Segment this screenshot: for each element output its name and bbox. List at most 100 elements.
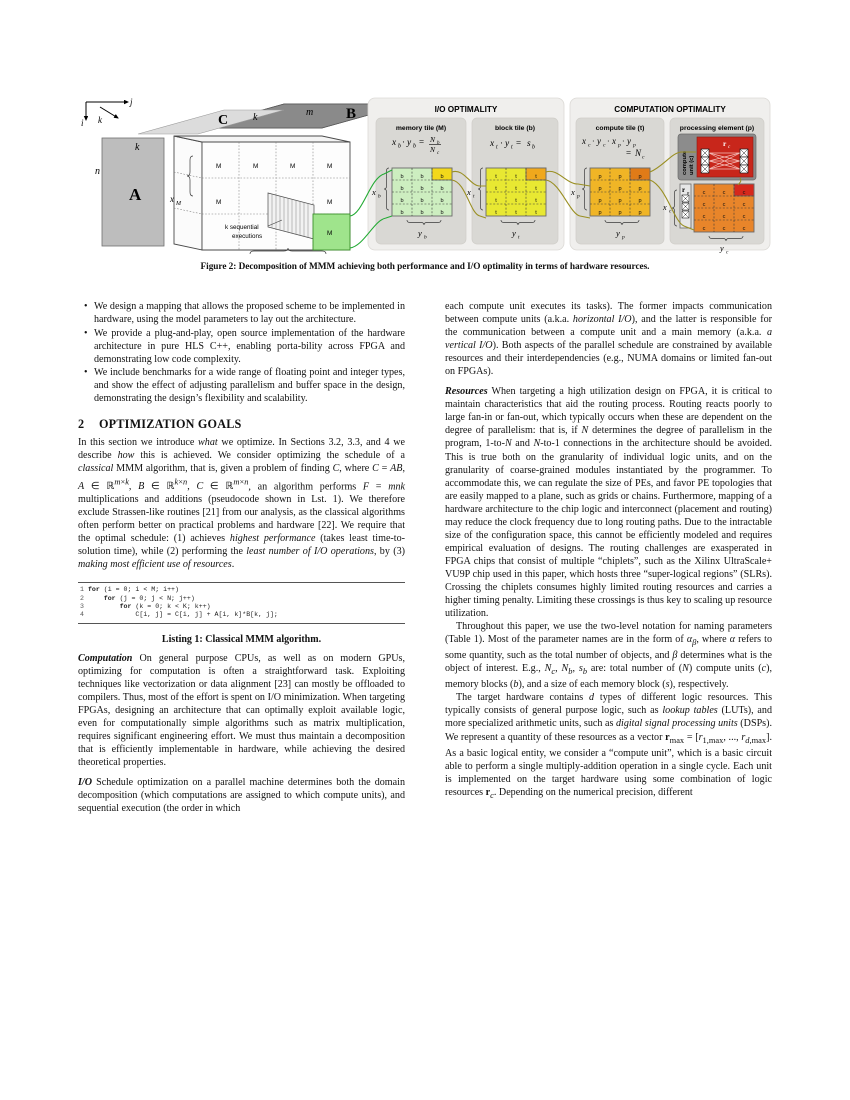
axis-label-k: k bbox=[98, 115, 103, 125]
paragraph-lead-computation: Computation bbox=[78, 652, 133, 664]
cube-tile-M: M bbox=[327, 199, 332, 206]
svg-text:b: b bbox=[440, 174, 443, 180]
svg-text:c: c bbox=[703, 214, 706, 220]
svg-text:b: b bbox=[400, 210, 403, 216]
svg-text:t: t bbox=[495, 198, 497, 204]
math-inline-2: F = mnk bbox=[362, 480, 406, 492]
cube-tile-M: M bbox=[327, 230, 332, 237]
matrix-dim-n: n bbox=[95, 166, 100, 177]
svg-text:c: c bbox=[703, 190, 706, 196]
paragraph-lead-resources: Resources bbox=[445, 386, 488, 398]
svg-text:p: p bbox=[686, 190, 690, 195]
formula-block-tile: x t · y t = s b bbox=[489, 138, 535, 151]
svg-text:c: c bbox=[588, 143, 591, 149]
svg-text:c: c bbox=[726, 250, 729, 255]
math-params: Nc, Nb, sb bbox=[544, 663, 588, 677]
math-alpha-beta: αβ bbox=[686, 634, 697, 648]
sequential-note-line2: executions bbox=[232, 233, 262, 240]
svg-text:b: b bbox=[437, 141, 440, 146]
svg-text:·: · bbox=[592, 137, 595, 146]
section-heading-optimization-goals: 2 OPTIMIZATION GOALS bbox=[78, 417, 405, 432]
svg-text:b: b bbox=[440, 186, 443, 192]
svg-text:t: t bbox=[515, 186, 517, 192]
svg-text:x: x bbox=[611, 136, 616, 146]
cube-tile-M: M bbox=[327, 163, 332, 170]
svg-text:t: t bbox=[515, 174, 517, 180]
matrix-label-A: A bbox=[129, 185, 142, 204]
matrix-label-C: C bbox=[218, 113, 228, 128]
cube-tile-M: M bbox=[216, 199, 221, 206]
panel-computation-optimality: COMPUTATION OPTIMALITY compute tile (t) … bbox=[569, 97, 771, 255]
contribution-bullets: We design a mapping that allows the prop… bbox=[78, 300, 405, 405]
svg-text:y: y bbox=[615, 228, 620, 238]
formula-compute-tile: x c · y c · x p · y p = N c bbox=[581, 136, 645, 161]
iteration-space-cube: M M M M M M bbox=[169, 135, 351, 254]
inset-r-label: r bbox=[723, 139, 727, 148]
listing-caption: Listing 1: Classical MMM algorithm. bbox=[161, 633, 322, 645]
svg-text:=: = bbox=[419, 137, 424, 147]
svg-text:x: x bbox=[489, 139, 495, 149]
axis-label-i: i bbox=[81, 118, 84, 128]
svg-text:p: p bbox=[618, 186, 621, 192]
matrix-dim-k-a: k bbox=[135, 142, 140, 153]
list-item: We include benchmarks for a wide range o… bbox=[84, 366, 405, 405]
svg-text:y: y bbox=[626, 136, 631, 146]
intro-paragraph: In this section we introduce what we opt… bbox=[78, 437, 406, 571]
section-number: 2 bbox=[78, 417, 85, 432]
svg-text:b: b bbox=[398, 144, 401, 150]
panel-io-optimality: I/O OPTIMALITY memory tile (M) x b · y b… bbox=[367, 97, 565, 251]
svg-text:y: y bbox=[511, 228, 516, 238]
computation-paragraph: Computation On general purpose CPUs, as … bbox=[78, 652, 405, 769]
svg-text:·: · bbox=[607, 137, 610, 146]
matrix-A bbox=[101, 137, 165, 247]
svg-text:t: t bbox=[515, 198, 517, 204]
svg-text:p: p bbox=[576, 194, 580, 200]
side-r-label: r bbox=[682, 186, 685, 194]
svg-text:s: s bbox=[527, 139, 531, 149]
svg-text:c: c bbox=[723, 190, 726, 196]
math-rmax: rmax = [r1,max, ..., rd,max] bbox=[665, 731, 770, 745]
svg-text:c: c bbox=[669, 209, 672, 215]
figure-2: j i k B m k C A n k bbox=[78, 96, 772, 254]
svg-text:t: t bbox=[496, 145, 498, 151]
svg-text:p: p bbox=[618, 198, 621, 204]
resources-paragraph: Resources When targeting a high utilizat… bbox=[445, 386, 772, 620]
svg-text:b: b bbox=[440, 210, 443, 216]
matrix-C-topface bbox=[137, 109, 285, 135]
pe-node bbox=[700, 148, 749, 174]
notation-paragraph: Throughout this paper, we use the two-le… bbox=[445, 621, 773, 691]
svg-text:b: b bbox=[420, 198, 423, 204]
svg-text:y: y bbox=[406, 138, 412, 148]
left-column: We design a mapping that allows the prop… bbox=[78, 300, 405, 815]
svg-text:t: t bbox=[495, 210, 497, 216]
cube-x-sub: M bbox=[175, 201, 182, 207]
connector-ribbons bbox=[349, 151, 742, 249]
svg-text:t: t bbox=[535, 186, 537, 192]
svg-text:x: x bbox=[371, 187, 376, 197]
math-beta: β bbox=[672, 650, 678, 662]
continuation-paragraph: each compute unit executes its tasks). T… bbox=[445, 301, 772, 378]
svg-text:c: c bbox=[723, 202, 726, 208]
svg-text:b: b bbox=[413, 144, 416, 150]
io-paragraph: I/O Schedule optimization on a parallel … bbox=[78, 777, 405, 815]
svg-text:b: b bbox=[420, 174, 423, 180]
svg-text:x: x bbox=[581, 136, 586, 146]
svg-text:b: b bbox=[378, 194, 381, 200]
sequential-prism: M bbox=[267, 192, 351, 251]
svg-text:p: p bbox=[638, 198, 641, 204]
svg-text:b: b bbox=[420, 186, 423, 192]
matrix-label-B: B bbox=[346, 106, 356, 122]
svg-text:p: p bbox=[632, 143, 636, 149]
matrix-dim-m: m bbox=[306, 107, 313, 118]
math-alpha: α bbox=[729, 634, 735, 646]
figure-caption: Figure 2: Decomposition of MMM achieving… bbox=[200, 262, 650, 272]
svg-text:p: p bbox=[617, 143, 621, 149]
paragraph-lead-io: I/O bbox=[78, 777, 93, 789]
svg-text:p: p bbox=[618, 210, 621, 216]
svg-text:c: c bbox=[603, 143, 606, 149]
svg-text:t: t bbox=[518, 235, 520, 241]
svg-text:p: p bbox=[598, 210, 601, 216]
